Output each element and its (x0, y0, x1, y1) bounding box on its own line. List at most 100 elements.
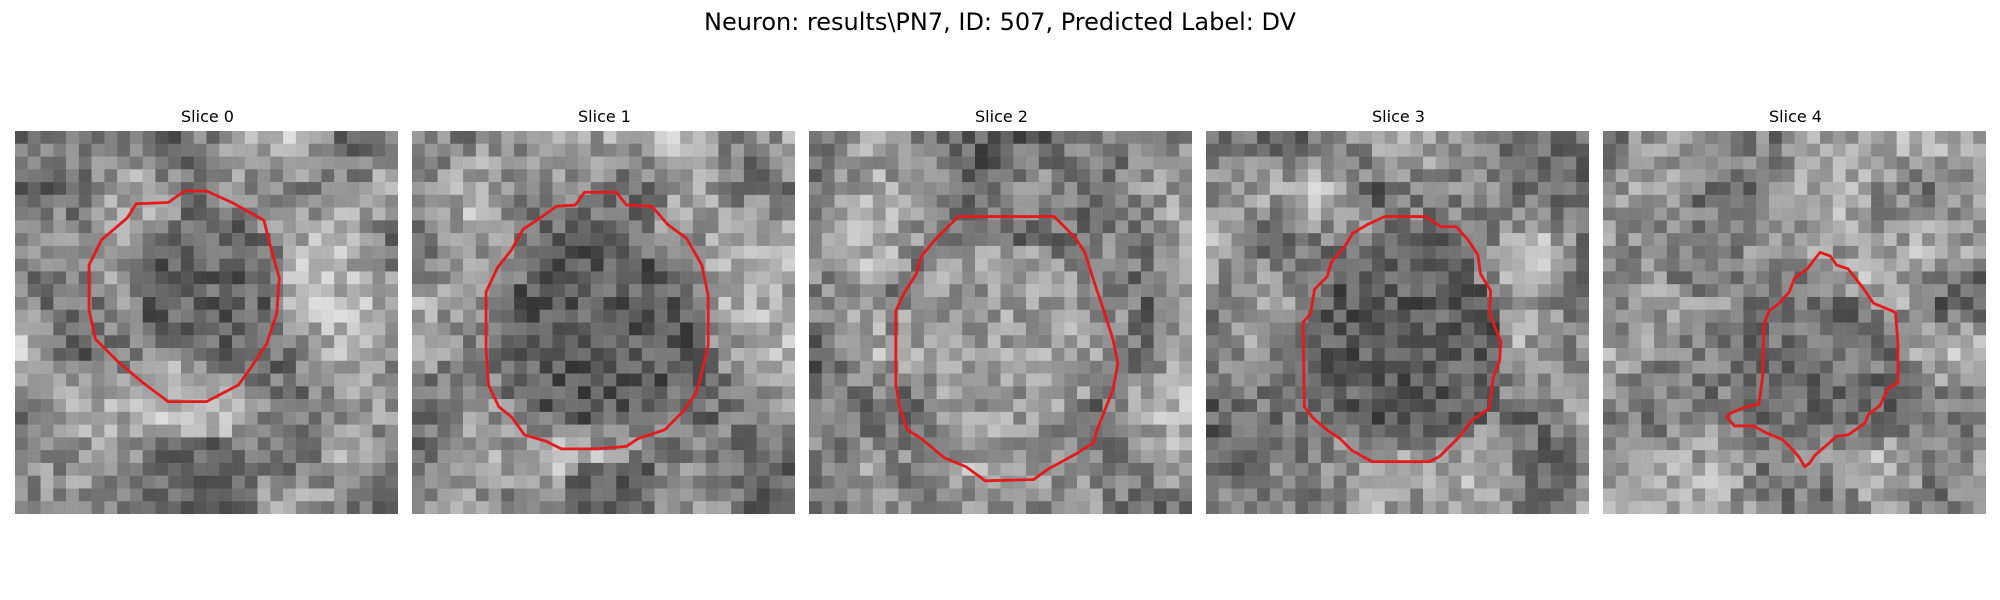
pixel (1537, 360, 1551, 374)
pixel (1820, 488, 1834, 502)
pixel (680, 373, 694, 387)
pixel (117, 322, 131, 336)
pixel (911, 450, 925, 464)
pixel (244, 271, 258, 285)
pixel (1603, 156, 1617, 170)
pixel (1257, 335, 1271, 349)
pixel (1308, 322, 1322, 336)
pixel (860, 309, 874, 323)
pixel (1794, 488, 1808, 502)
pixel (1089, 309, 1103, 323)
pixel (718, 296, 732, 310)
pixel (117, 335, 131, 349)
pixel (1537, 322, 1551, 336)
pixel (1934, 386, 1948, 400)
pixel (53, 233, 67, 247)
pixel (1295, 169, 1309, 183)
pixel (1026, 309, 1040, 323)
pixel (1807, 488, 1821, 502)
pixel (565, 348, 579, 362)
pixel (1346, 156, 1360, 170)
pixel (705, 450, 719, 464)
pixel (860, 335, 874, 349)
pixel (1218, 182, 1232, 196)
pixel (1013, 399, 1027, 413)
pixel (1359, 322, 1373, 336)
pixel (860, 182, 874, 196)
pixel (1743, 233, 1757, 247)
pixel (1295, 335, 1309, 349)
pixel (1320, 462, 1334, 476)
pixel (180, 245, 194, 259)
pixel (1563, 488, 1577, 502)
pixel (1448, 245, 1462, 259)
pixel (603, 220, 617, 234)
pixel (244, 309, 258, 323)
pixel (552, 309, 566, 323)
pixel (1089, 322, 1103, 336)
pixel (1218, 322, 1232, 336)
pixel (821, 399, 835, 413)
pixel (1603, 360, 1617, 374)
pixel (616, 411, 630, 425)
pixel (1166, 309, 1180, 323)
pixel (667, 207, 681, 221)
pixel (1499, 309, 1513, 323)
pixel (1756, 462, 1770, 476)
pixel (1794, 360, 1808, 374)
pixel (104, 501, 118, 514)
pixel (1282, 220, 1296, 234)
pixel (911, 386, 925, 400)
pixel (539, 373, 553, 387)
pixel (949, 399, 963, 413)
pixel (78, 194, 92, 208)
pixel (1909, 143, 1923, 157)
pixel (270, 386, 284, 400)
pixel (1179, 233, 1192, 247)
pixel (1615, 233, 1629, 247)
pixel (731, 450, 745, 464)
pixel (667, 233, 681, 247)
pixel (1973, 131, 1986, 145)
pixel (1410, 348, 1424, 362)
pixel (1486, 475, 1500, 489)
pixel (911, 220, 925, 234)
pixel (1615, 207, 1629, 221)
pixel (206, 143, 220, 157)
pixel (450, 309, 464, 323)
pixel (1051, 271, 1065, 285)
pixel (1153, 245, 1167, 259)
pixel (590, 220, 604, 234)
pixel (155, 348, 169, 362)
pixel (769, 156, 783, 170)
pixel (987, 296, 1001, 310)
pixel (66, 373, 80, 387)
pixel (1743, 194, 1757, 208)
pixel (1269, 258, 1283, 272)
pixel (692, 169, 706, 183)
pixel (923, 348, 937, 362)
pixel (40, 233, 54, 247)
pixel (629, 258, 643, 272)
pixel (1858, 156, 1872, 170)
pixel (962, 207, 976, 221)
pixel (1845, 207, 1859, 221)
pixel (616, 488, 630, 502)
pixel (552, 258, 566, 272)
pixel (936, 271, 950, 285)
pixel (1077, 348, 1091, 362)
pixel (629, 309, 643, 323)
pixel (1026, 284, 1040, 298)
pixel (1654, 399, 1668, 413)
pixel (1550, 233, 1564, 247)
pixel (1384, 386, 1398, 400)
pixel (1781, 399, 1795, 413)
pixel (974, 169, 988, 183)
pixel (1756, 143, 1770, 157)
pixel (629, 207, 643, 221)
pixel (1615, 169, 1629, 183)
pixel (270, 411, 284, 425)
pixel (1615, 156, 1629, 170)
pixel (488, 373, 502, 387)
pixel (193, 169, 207, 183)
